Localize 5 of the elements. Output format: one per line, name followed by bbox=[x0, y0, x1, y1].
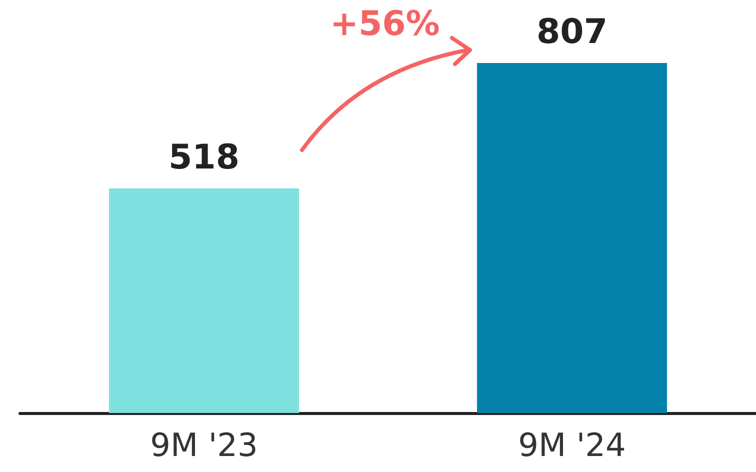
x-tick-label: 9M '24 bbox=[518, 426, 626, 464]
text: +56% bbox=[330, 4, 440, 44]
x-tick-label: 9M '23 bbox=[150, 426, 258, 464]
data-label: 807 bbox=[536, 12, 608, 52]
data-label: 518 bbox=[168, 137, 240, 178]
